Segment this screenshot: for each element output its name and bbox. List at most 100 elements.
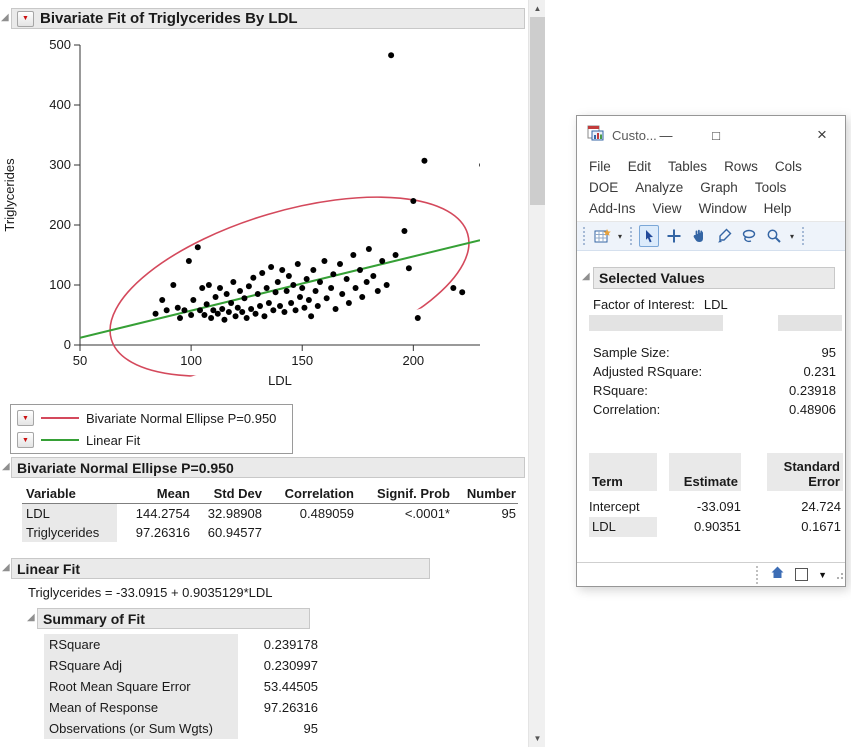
menu-row: DOE Analyze Graph Tools (589, 177, 845, 198)
menu-help[interactable]: Help (764, 201, 792, 216)
menu-file[interactable]: File (589, 159, 611, 174)
scroll-up-button[interactable]: ▲ (529, 0, 546, 17)
menu-window[interactable]: Window (699, 201, 747, 216)
table-cell: 32.98908 (192, 504, 264, 523)
stat-label: Observations (or Sum Wgts) (44, 718, 238, 739)
input-well[interactable] (589, 315, 723, 331)
svg-text:150: 150 (291, 353, 313, 368)
lasso-tool-icon[interactable] (739, 225, 759, 247)
arrow-tool-icon[interactable] (639, 225, 659, 247)
stat-row: Adjusted RSquare: 0.231 (593, 364, 836, 383)
ellipse-stats-table: Variable Mean Std Dev Correlation Signif… (22, 484, 518, 542)
app-icon (587, 125, 604, 146)
statusbar-grip[interactable] (756, 566, 758, 584)
disclosure-triangle-selected-values[interactable]: ◢ (582, 272, 590, 282)
disclosure-triangle-ellipse[interactable]: ◢ (2, 462, 10, 472)
stat-label: Adjusted RSquare: (593, 364, 702, 383)
stat-value: 97.26316 (238, 697, 320, 718)
close-button[interactable]: × (805, 116, 839, 154)
disclosure-triangle-report[interactable]: ◢ (1, 13, 9, 23)
disclosure-triangle-summary[interactable]: ◢ (27, 613, 35, 623)
legend-label: Bivariate Normal Ellipse P=0.950 (86, 411, 276, 426)
table-cell: 144.2754 (117, 504, 192, 523)
chevron-down-icon[interactable]: ▾ (618, 232, 622, 241)
svg-text:Triglycerides: Triglycerides (2, 158, 17, 232)
home-icon[interactable] (770, 565, 785, 584)
linear-fit-title: Linear Fit (17, 561, 80, 577)
toolbar-grip[interactable] (802, 227, 804, 245)
table-cell: 0.1671 (767, 517, 841, 537)
menu-doe[interactable]: DOE (589, 180, 618, 195)
maximize-button[interactable]: □ (701, 116, 731, 154)
menu-analyze[interactable]: Analyze (635, 180, 683, 195)
red-menu-button[interactable]: ▼ (17, 11, 34, 27)
menu-cols[interactable]: Cols (775, 159, 802, 174)
menu-add-ins[interactable]: Add-Ins (589, 201, 636, 216)
factor-of-interest-row: Factor of Interest: LDL (593, 297, 728, 312)
menu-row: Add-Ins View Window Help (589, 198, 845, 219)
scatter-plot[interactable]: 501001502000100200300400500LDLTriglyceri… (0, 30, 528, 402)
menu-rows[interactable]: Rows (724, 159, 758, 174)
toolbar: ▾ (577, 221, 845, 251)
table-cell: -33.091 (669, 497, 741, 517)
menu-row: File Edit Tables Rows Cols (589, 156, 845, 177)
scrollbar-thumb[interactable] (530, 17, 545, 205)
col-header: Mean (117, 484, 192, 504)
svg-text:200: 200 (402, 353, 424, 368)
stat-row: RSquare: 0.23918 (593, 383, 836, 402)
menu-tools[interactable]: Tools (755, 180, 787, 195)
ellipse-section-title: Bivariate Normal Ellipse P=0.950 (17, 460, 234, 476)
factor-value: LDL (704, 297, 728, 312)
ellipse-line-swatch (41, 417, 79, 419)
scroll-down-button[interactable]: ▼ (529, 730, 546, 747)
table-cell: LDL (589, 517, 657, 537)
stat-value: 0.23918 (789, 383, 836, 402)
stat-value: 53.44505 (238, 676, 320, 697)
disclosure-triangle-linear-fit[interactable]: ◢ (2, 563, 10, 573)
screen: ◢ ▼ Bivariate Fit of Triglycerides By LD… (0, 0, 851, 747)
new-data-table-icon[interactable] (592, 225, 612, 247)
stat-value: 95 (238, 718, 320, 739)
move-tool-icon[interactable] (664, 225, 684, 247)
stat-label: Mean of Response (44, 697, 238, 718)
table-cell: Intercept (589, 497, 657, 517)
toolbar-grip[interactable] (630, 227, 632, 245)
svg-text:200: 200 (49, 217, 71, 232)
stat-label: RSquare Adj (44, 655, 238, 676)
table-header-std-error: Standard Error (767, 453, 843, 491)
menu-view[interactable]: View (653, 201, 682, 216)
report-title: Bivariate Fit of Triglycerides By LDL (40, 10, 298, 27)
menu-graph[interactable]: Graph (700, 180, 738, 195)
checkbox[interactable] (795, 568, 808, 581)
red-menu-button[interactable]: ▼ (17, 432, 34, 448)
magnifier-tool-icon[interactable] (764, 225, 784, 247)
factor-label: Factor of Interest: (593, 297, 695, 312)
stat-value: 0.239178 (238, 634, 320, 655)
input-well[interactable] (778, 315, 842, 331)
vertical-scrollbar[interactable]: ▲ ▼ (528, 0, 545, 747)
chevron-down-icon[interactable]: ▾ (790, 232, 794, 241)
table-cell: 95 (452, 504, 518, 523)
table-cell (264, 523, 356, 542)
red-menu-button[interactable]: ▼ (17, 410, 34, 426)
menu-edit[interactable]: Edit (628, 159, 651, 174)
svg-text:300: 300 (49, 157, 71, 172)
menu-tables[interactable]: Tables (668, 159, 707, 174)
legend-row-ellipse: ▼ Bivariate Normal Ellipse P=0.950 (17, 409, 286, 427)
fit-line-swatch (41, 439, 79, 441)
dropdown-icon[interactable]: ▼ (818, 570, 827, 580)
toolbar-grip[interactable] (583, 227, 585, 245)
resize-grip[interactable] (834, 567, 844, 585)
table-cell: LDL (22, 504, 117, 523)
brush-tool-icon[interactable] (714, 225, 734, 247)
col-header: Std Dev (192, 484, 264, 504)
minimize-button[interactable]: — (651, 116, 681, 154)
stat-label: Sample Size: (593, 345, 670, 364)
report-panel: ◢ ▼ Bivariate Fit of Triglycerides By LD… (0, 0, 528, 747)
menu-bar: File Edit Tables Rows Cols DOE Analyze G… (577, 154, 845, 221)
stat-label: Correlation: (593, 402, 660, 421)
col-header: Variable (22, 484, 117, 504)
col-header: Correlation (264, 484, 356, 504)
table-cell: Triglycerides (22, 523, 117, 542)
hand-tool-icon[interactable] (689, 225, 709, 247)
